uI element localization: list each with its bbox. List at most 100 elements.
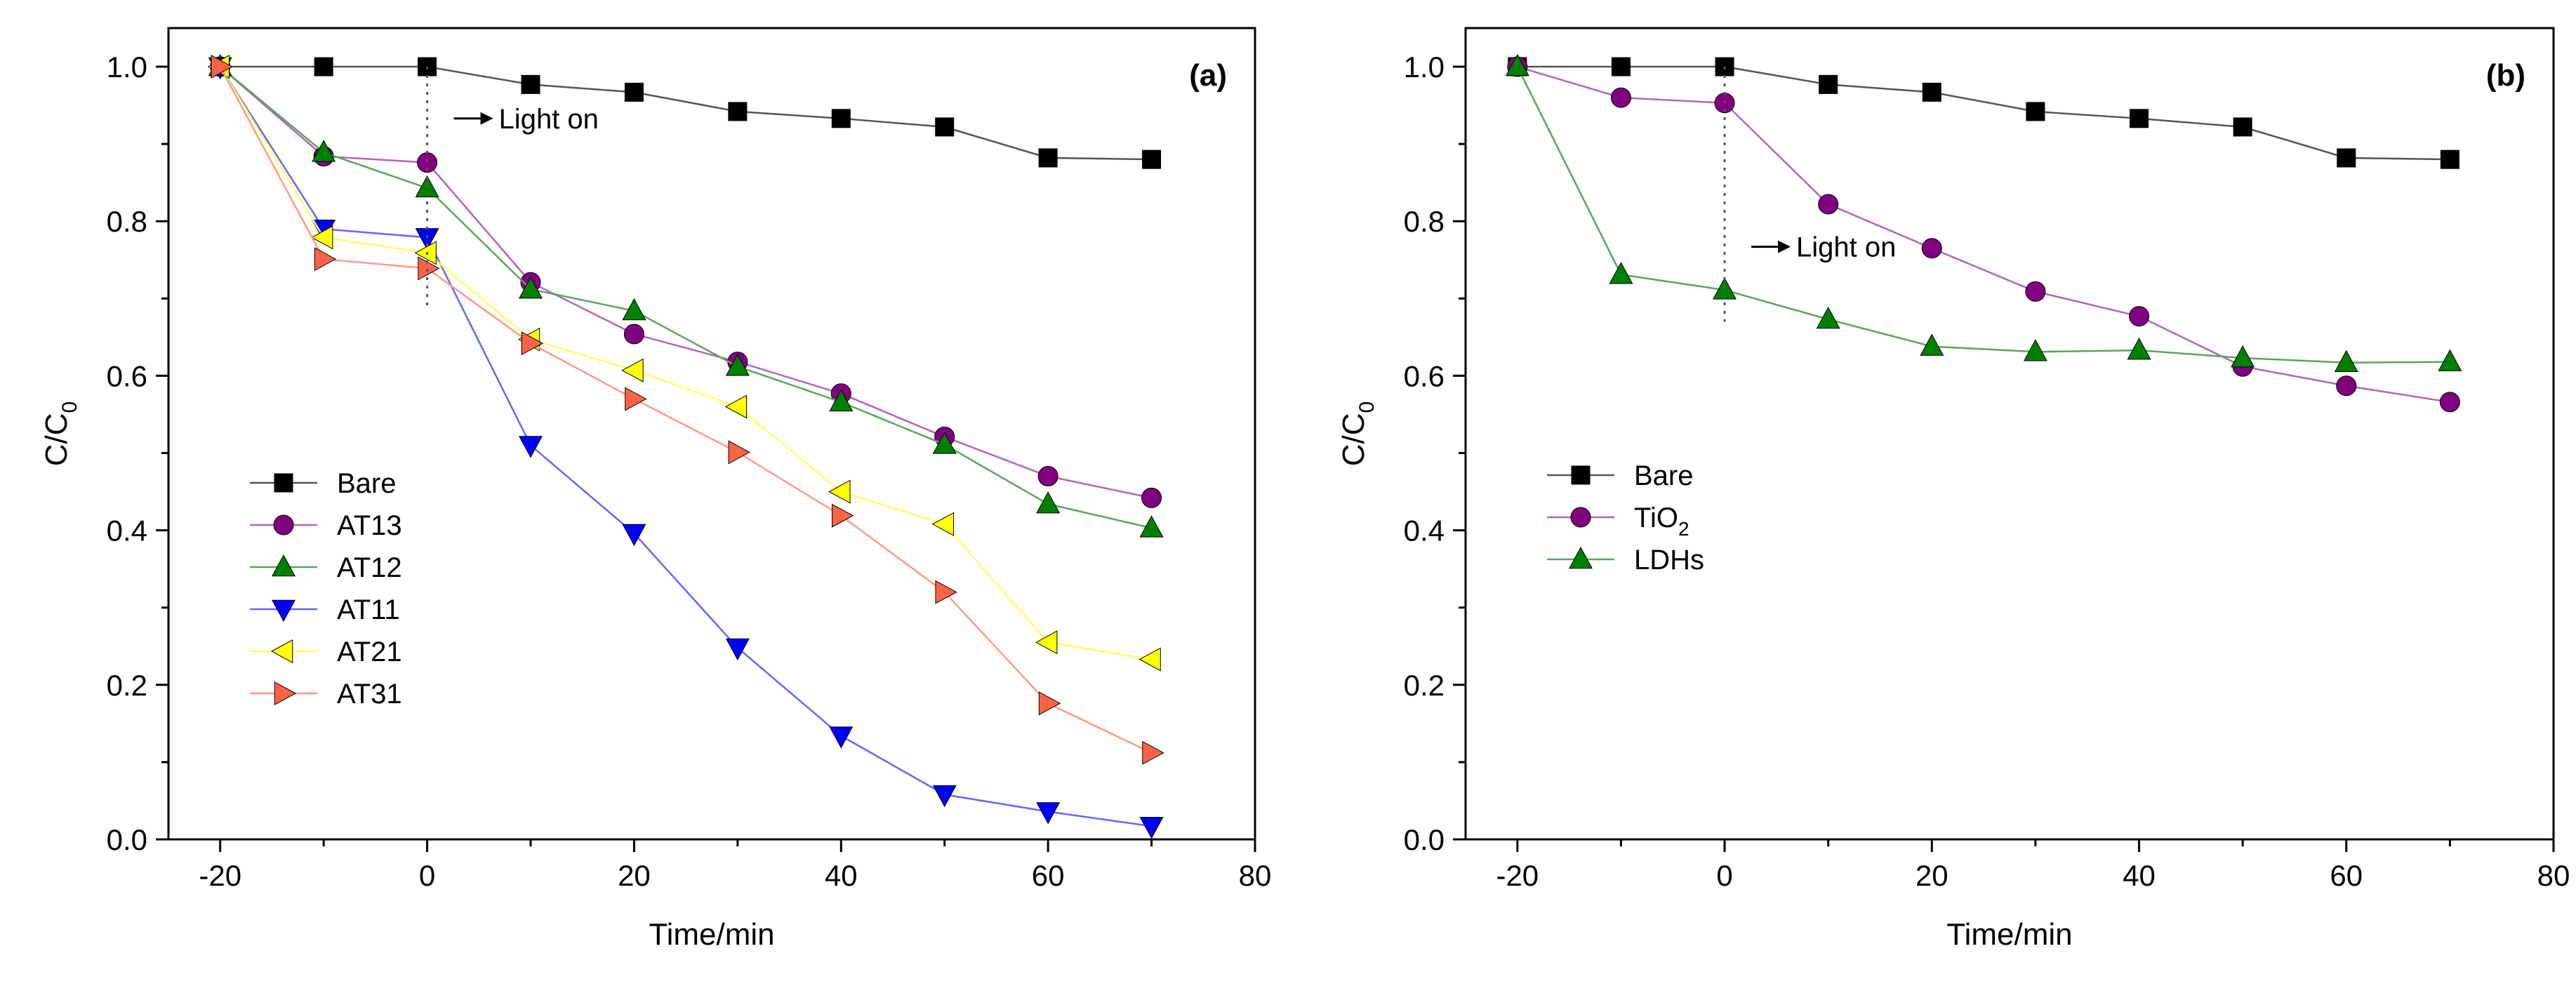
data-point [2336, 375, 2357, 397]
data-point [725, 638, 750, 661]
y-tick-label: 0.6 [107, 359, 147, 392]
series-line [220, 65, 1152, 161]
data-point [1038, 691, 1061, 716]
legend-label-main: Bare [337, 468, 397, 499]
legend-label-main: TiO [1634, 503, 1678, 533]
y-tick-label: 0.8 [107, 205, 147, 238]
data-point [519, 436, 543, 458]
data-point [622, 298, 646, 321]
legend-marker [1571, 465, 1591, 485]
series-line [1517, 65, 2450, 161]
light-on-label: Light on [499, 104, 599, 135]
data-point [2129, 306, 2150, 327]
series-bare [1508, 57, 2459, 169]
x-axis: -20 0 20 40 60 80 [1496, 839, 2570, 892]
data-point [832, 503, 854, 528]
legend-label-main: AT11 [337, 594, 400, 625]
data-point [728, 440, 750, 465]
legend-label-main: AT31 [337, 679, 402, 710]
x-tick-label: 60 [1032, 859, 1065, 892]
x-tick-label: -20 [1496, 859, 1539, 892]
legend-entry: TiO2 [1547, 503, 1689, 540]
data-point [1142, 149, 1162, 169]
legend-entry: AT31 [250, 679, 402, 710]
x-tick-label: 20 [1916, 859, 1948, 892]
legend-entry: AT13 [250, 510, 402, 541]
y-axis-title-subscript: 0 [1355, 401, 1379, 413]
x-tick-label: 0 [419, 859, 435, 892]
data-point [2130, 109, 2149, 128]
data-point [519, 277, 543, 299]
y-axis: 0.0 0.2 0.4 0.6 0.8 1.0 [107, 51, 168, 856]
legend-entry: AT21 [250, 637, 402, 667]
data-point [624, 82, 644, 102]
data-point [2440, 149, 2459, 169]
data-point [2026, 102, 2045, 121]
data-point [2023, 339, 2047, 361]
data-point [1139, 817, 1164, 839]
data-point [1035, 630, 1058, 655]
legend-label-subscript: 2 [1678, 518, 1689, 540]
y-axis-title: C/C0 [1336, 401, 1379, 466]
data-point [932, 432, 957, 454]
x-tick-label: 60 [2330, 859, 2363, 892]
data-point [622, 524, 646, 547]
legend-label: TiO2 [1634, 503, 1689, 540]
y-tick-label: 0.4 [107, 514, 147, 547]
legend-label-main: LDHs [1634, 545, 1704, 575]
y-axis-title: C/C0 [39, 401, 81, 466]
data-point [2439, 392, 2460, 413]
data-point [1036, 491, 1061, 514]
series-at13 [210, 56, 1162, 508]
series-at11 [208, 57, 1164, 839]
data-point [1138, 647, 1161, 672]
x-tick-label: -20 [199, 859, 241, 892]
legend-label: Bare [1634, 460, 1694, 491]
series-line [1516, 66, 2450, 364]
legend-marker [272, 554, 296, 577]
legend: Bare AT13 AT12 AT11 AT21 AT31 [250, 468, 402, 710]
legend-label-main: AT13 [337, 510, 402, 541]
y-tick-label: 0.6 [1404, 359, 1445, 392]
data-point [932, 785, 957, 808]
series-line [219, 66, 1152, 499]
data-point [1141, 487, 1162, 508]
data-point [1921, 238, 1942, 259]
data-point [2337, 148, 2356, 168]
series-at12 [208, 53, 1164, 538]
x-tick-label: 40 [825, 859, 858, 892]
legend-label-main: AT21 [337, 637, 402, 667]
x-tick-label: 40 [2123, 859, 2156, 892]
data-point [414, 241, 437, 265]
y-axis-title-subscript: 0 [58, 401, 81, 413]
data-point [829, 726, 854, 749]
data-point [935, 580, 957, 604]
legend-entry: Bare [1547, 460, 1694, 491]
legend-entry: AT11 [250, 594, 400, 625]
series-at31 [211, 55, 1164, 765]
legend-label-main: Bare [1634, 460, 1694, 491]
legend-marker [274, 473, 293, 493]
legend-marker [274, 681, 297, 705]
light-on-annotation: Light on [1723, 67, 1896, 322]
legend-label-main: AT12 [337, 552, 402, 583]
data-point [311, 225, 333, 250]
y-tick-label: 0.2 [107, 669, 147, 702]
y-tick-label: 1.0 [107, 51, 147, 84]
panel-a: -20 0 20 40 60 80 0.0 0.2 0.4 0.6 0.8 1.0 Time/min C/… [39, 27, 1271, 952]
data-point [1037, 466, 1058, 487]
data-point [521, 331, 544, 356]
data-point [1922, 82, 1941, 102]
y-axis-title-main: C/C [39, 413, 74, 466]
data-point [1611, 57, 1631, 76]
x-tick-label: 0 [1716, 859, 1732, 892]
y-tick-label: 0.0 [107, 823, 147, 856]
legend-label: AT21 [337, 637, 402, 667]
panel-b: -20 0 20 40 60 800.00.20.40.60.81.0Time/minC/… [1336, 27, 2570, 952]
data-point [1139, 515, 1164, 538]
legend-marker [270, 639, 293, 663]
data-point [829, 389, 854, 412]
series-line [219, 66, 1153, 754]
data-point [1819, 74, 1838, 94]
